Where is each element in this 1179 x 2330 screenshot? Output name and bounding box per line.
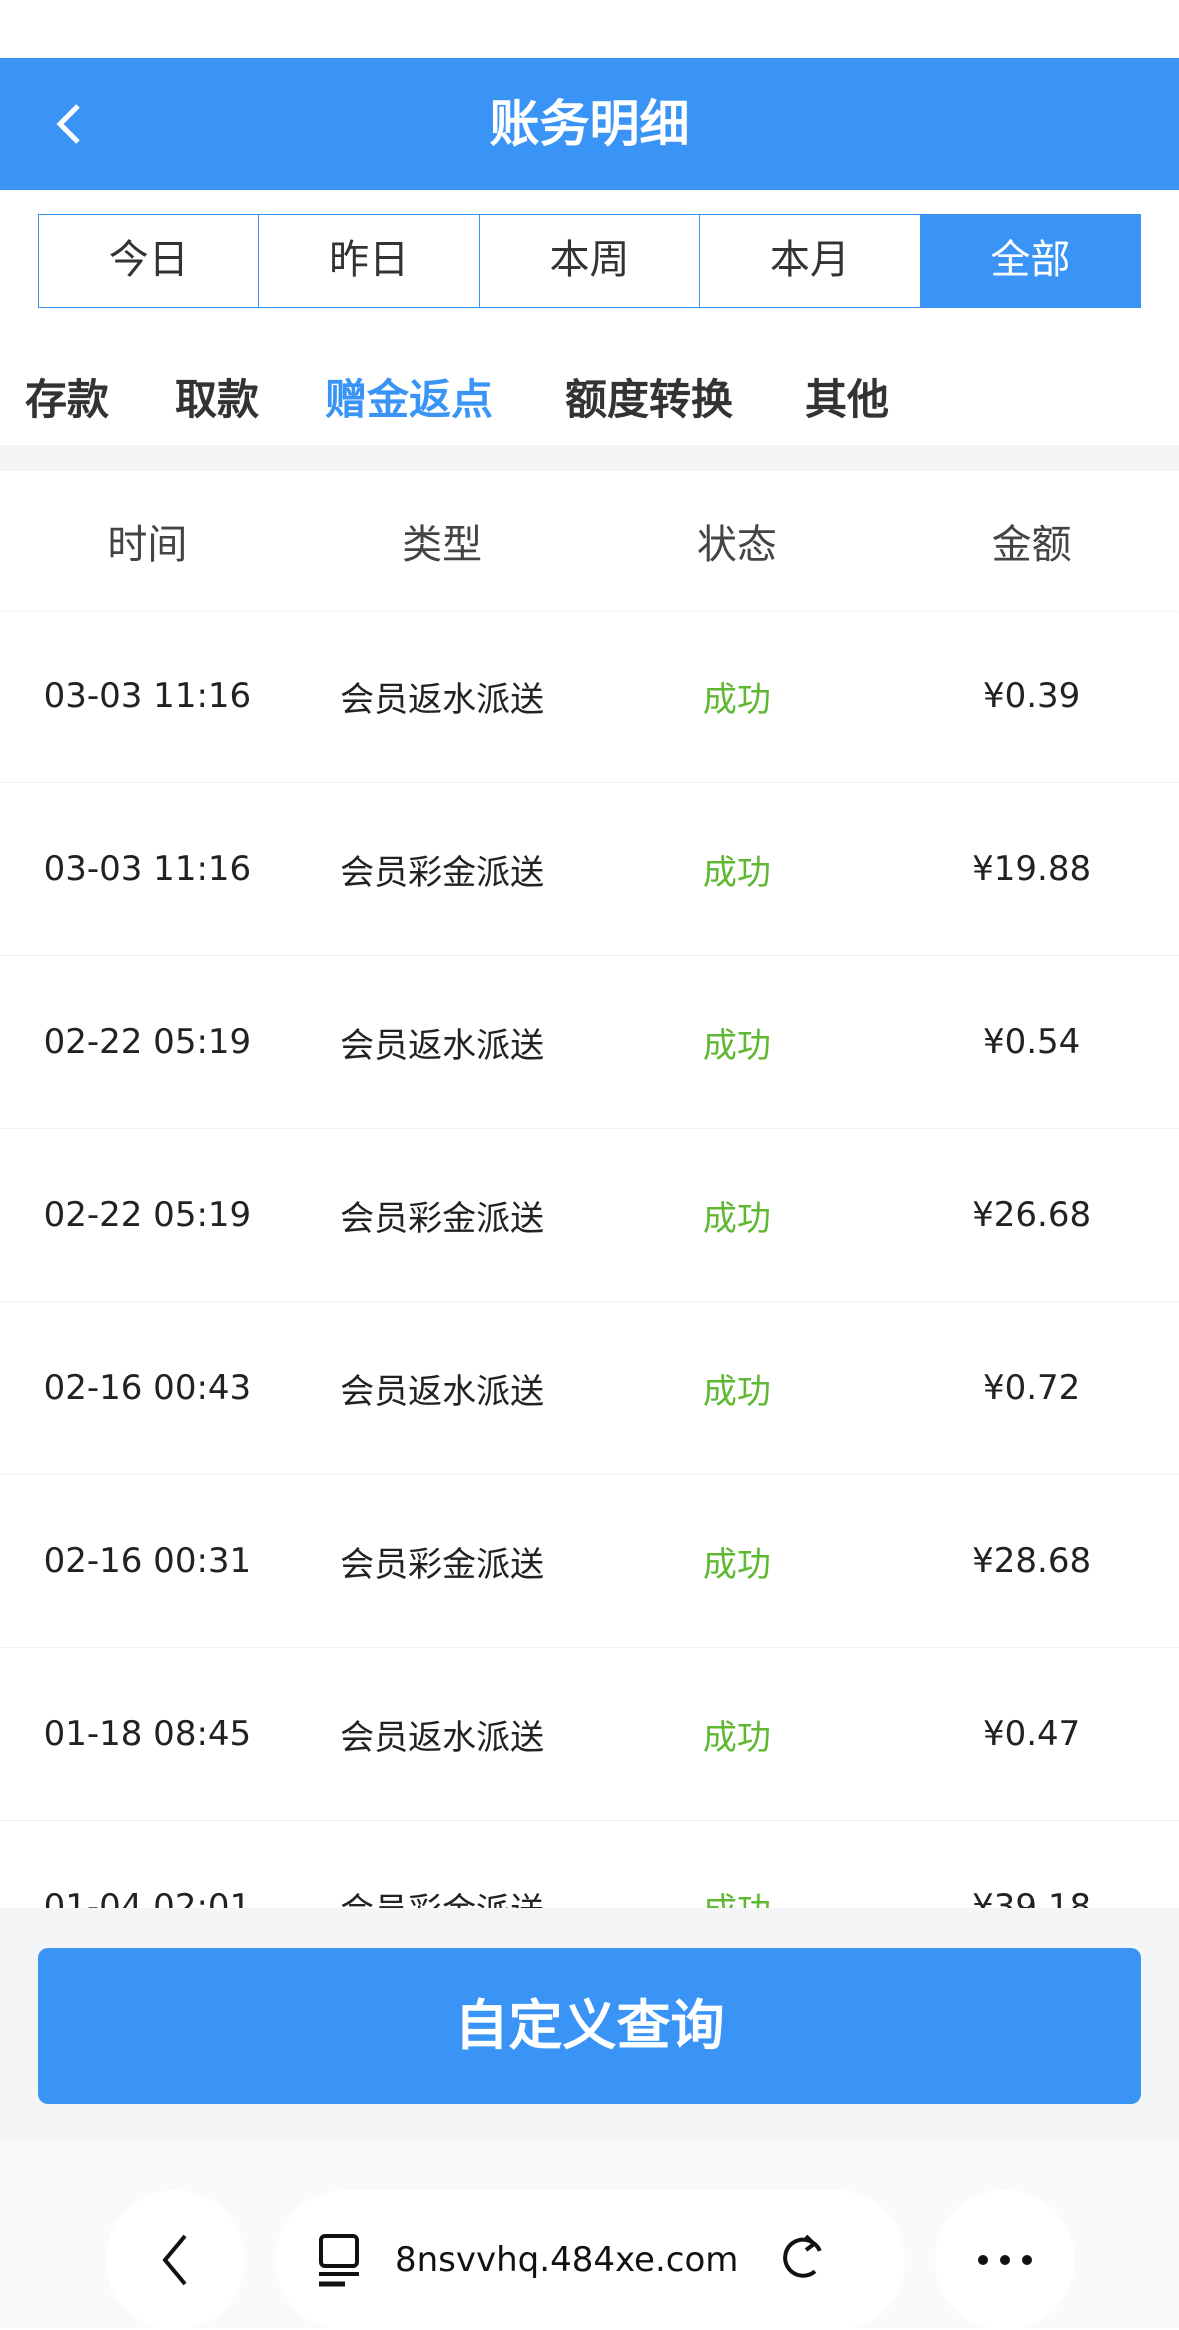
- tab-withdraw[interactable]: 取款: [175, 375, 260, 424]
- address-bar[interactable]: 8nsvvhq.484xe.com: [275, 2190, 905, 2330]
- table-row[interactable]: 02-22 05:19 会员彩金派送 成功 ¥26.68: [0, 1129, 1179, 1302]
- custom-query-button[interactable]: 自定义查询: [38, 1948, 1141, 2104]
- transaction-list[interactable]: 03-03 11:16 会员返水派送 成功 ¥0.39 03-03 11:16 会员彩金派…: [0, 610, 1179, 1908]
- row-status: 成功: [702, 679, 771, 720]
- tab-transfer[interactable]: 额度转换: [565, 375, 734, 424]
- more-button[interactable]: [935, 2190, 1075, 2330]
- row-time: 01-04 02:01: [43, 1887, 252, 1908]
- row-type: 会员返水派送: [340, 1717, 545, 1758]
- divider: [0, 445, 1179, 471]
- row-time: 02-22 05:19: [43, 1022, 252, 1062]
- table-row[interactable]: 02-16 00:43 会员返水派送 成功 ¥0.72: [0, 1302, 1179, 1475]
- row-status: 成功: [702, 1371, 771, 1412]
- column-type: 类型: [402, 521, 483, 568]
- column-time: 时间: [107, 521, 188, 568]
- row-time: 02-22 05:19: [43, 1195, 252, 1235]
- row-type: 会员彩金派送: [295, 1821, 590, 1909]
- tab-bonus-rebate[interactable]: 赠金返点: [325, 375, 494, 424]
- tab-all[interactable]: 全部: [920, 215, 1141, 307]
- tab-today[interactable]: 今日: [39, 215, 260, 307]
- chevron-left-icon: [162, 2234, 187, 2286]
- row-amount: ¥0.47: [982, 1714, 1081, 1754]
- row-amount: ¥28.68: [972, 1541, 1092, 1581]
- reload-icon[interactable]: [778, 2230, 828, 2290]
- category-tabs: 存款 取款 赠金返点 额度转换 其他: [0, 365, 1179, 435]
- row-amount: ¥26.68: [972, 1195, 1092, 1235]
- table-row[interactable]: 02-16 00:31 会员彩金派送 成功 ¥28.68: [0, 1475, 1179, 1648]
- row-type: 会员彩金派送: [340, 852, 545, 893]
- tab-yesterday[interactable]: 昨日: [259, 215, 480, 307]
- row-status: 成功: [590, 1821, 885, 1909]
- row-amount: ¥0.54: [982, 1022, 1081, 1062]
- row-type: 会员返水派送: [340, 1371, 545, 1412]
- row-type: 会员彩金派送: [340, 1544, 545, 1585]
- row-amount: ¥0.72: [982, 1368, 1081, 1408]
- more-icon: [978, 2255, 1032, 2265]
- table-row[interactable]: 02-22 05:19 会员返水派送 成功 ¥0.54: [0, 956, 1179, 1129]
- row-amount: ¥0.39: [982, 676, 1081, 716]
- tab-this-month[interactable]: 本月: [700, 215, 921, 307]
- browser-toolbar: 8nsvvhq.484xe.com: [0, 2140, 1179, 2330]
- row-amount: ¥39.18: [972, 1887, 1092, 1908]
- row-time: 03-03 11:16: [43, 849, 252, 889]
- row-type: 会员返水派送: [340, 679, 545, 720]
- row-time: 01-18 08:45: [43, 1714, 252, 1754]
- chevron-left-icon[interactable]: [44, 96, 100, 152]
- row-status: 成功: [702, 1544, 771, 1585]
- row-status: 成功: [702, 852, 771, 893]
- url-text: 8nsvvhq.484xe.com: [395, 2240, 739, 2280]
- row-type: 会员彩金派送: [340, 1198, 545, 1239]
- row-time: 02-16 00:43: [43, 1368, 252, 1408]
- tab-list-icon: [319, 2234, 359, 2287]
- row-status: 成功: [702, 1717, 771, 1758]
- table-row[interactable]: 01-18 08:45 会员返水派送 成功 ¥0.47: [0, 1648, 1179, 1821]
- tab-deposit[interactable]: 存款: [25, 375, 110, 424]
- period-tabs: 今日 昨日 本周 本月 全部: [38, 214, 1141, 308]
- status-bar: [0, 0, 1179, 58]
- row-status: 成功: [702, 1025, 771, 1066]
- table-row[interactable]: 03-03 11:16 会员彩金派送 成功 ¥19.88: [0, 783, 1179, 956]
- row-status: 成功: [702, 1198, 771, 1239]
- app-header: 账务明细: [0, 58, 1179, 190]
- column-status: 状态: [696, 521, 777, 568]
- bottom-bar: 自定义查询: [0, 1908, 1179, 2140]
- table-header: 时间 类型 状态 金额: [0, 471, 1179, 610]
- table-row[interactable]: 03-03 11:16 会员返水派送 成功 ¥0.39: [0, 610, 1179, 783]
- row-time: 03-03 11:16: [43, 676, 252, 716]
- tab-other[interactable]: 其他: [805, 375, 890, 424]
- page-title: 账务明细: [489, 95, 690, 153]
- row-amount: ¥19.88: [972, 849, 1092, 889]
- tab-this-week[interactable]: 本周: [480, 215, 701, 307]
- row-type: 会员返水派送: [340, 1025, 545, 1066]
- column-amount: 金额: [991, 521, 1072, 568]
- row-time: 02-16 00:31: [43, 1541, 252, 1581]
- browser-back-button[interactable]: [105, 2190, 245, 2330]
